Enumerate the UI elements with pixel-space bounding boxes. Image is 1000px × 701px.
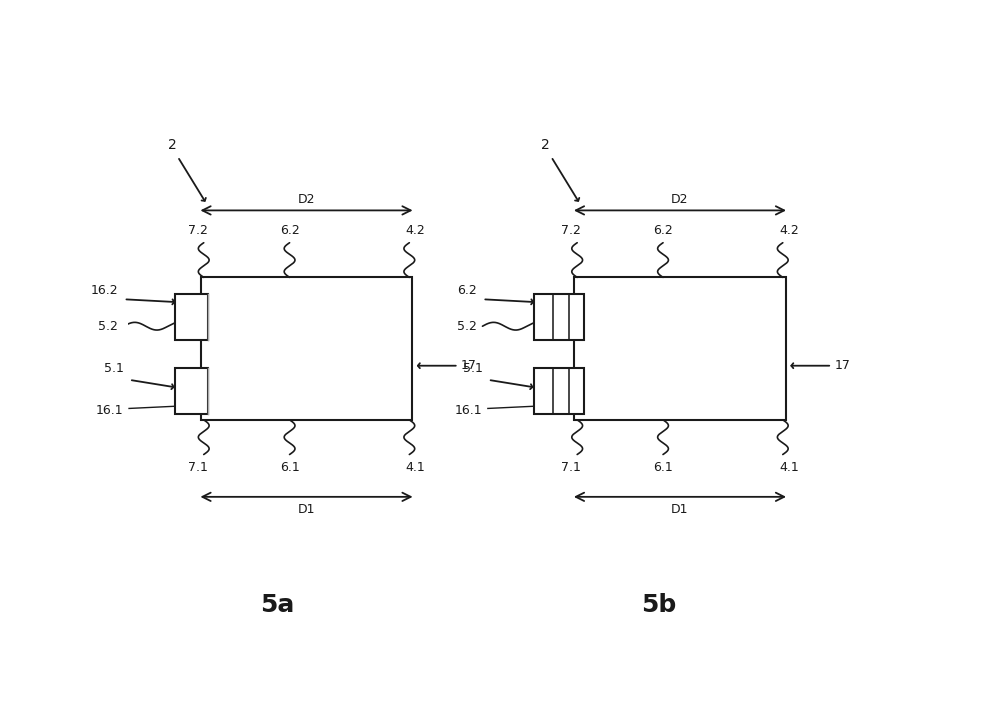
Bar	[175, 368, 208, 414]
Text: 4.1: 4.1	[406, 461, 425, 474]
Text: 2: 2	[541, 138, 550, 152]
Bar	[175, 294, 208, 340]
Text: D2: D2	[298, 193, 315, 206]
Text: 17: 17	[461, 359, 477, 372]
Text: 5a: 5a	[260, 592, 295, 617]
Text: 7.1: 7.1	[561, 461, 581, 474]
Text: 4.2: 4.2	[406, 224, 425, 236]
Text: 6.2: 6.2	[457, 284, 477, 297]
Bar	[574, 278, 786, 420]
Bar	[534, 368, 584, 414]
Text: 5.1: 5.1	[104, 362, 124, 375]
Text: D1: D1	[671, 503, 689, 516]
Text: 4.1: 4.1	[779, 461, 799, 474]
Text: 4.2: 4.2	[779, 224, 799, 236]
Text: 16.1: 16.1	[455, 404, 482, 417]
Text: D2: D2	[671, 193, 689, 206]
Text: 16.1: 16.1	[96, 404, 124, 417]
Bar	[534, 294, 584, 340]
Text: 6.1: 6.1	[280, 461, 299, 474]
Text: 6.2: 6.2	[653, 224, 673, 236]
Text: 6.2: 6.2	[280, 224, 299, 236]
Text: 5.1: 5.1	[463, 362, 482, 375]
Text: 2: 2	[168, 138, 177, 152]
Text: D1: D1	[298, 503, 315, 516]
Text: 7.1: 7.1	[188, 461, 208, 474]
Text: 16.2: 16.2	[91, 284, 118, 297]
Text: 5.2: 5.2	[457, 320, 477, 333]
Bar	[201, 278, 412, 420]
Text: 17: 17	[834, 359, 850, 372]
Text: 7.2: 7.2	[561, 224, 581, 236]
Text: 7.2: 7.2	[188, 224, 208, 236]
Text: 6.1: 6.1	[653, 461, 673, 474]
Text: 5.2: 5.2	[98, 320, 118, 333]
Text: 5b: 5b	[641, 592, 676, 617]
